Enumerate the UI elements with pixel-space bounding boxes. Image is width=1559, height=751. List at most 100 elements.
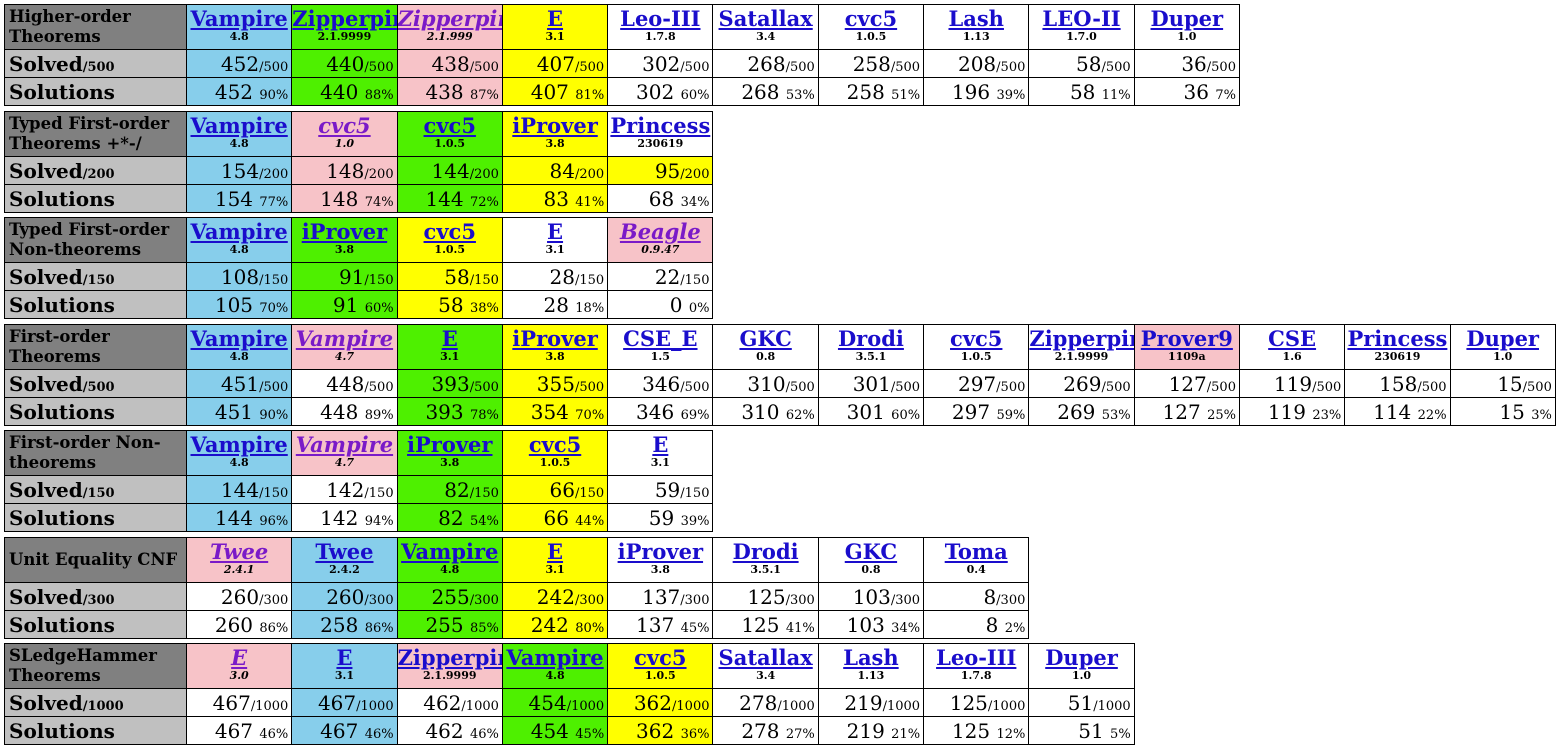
solved-cell: 407/500 <box>501 49 609 78</box>
system-link-vampire[interactable]: Vampire <box>190 6 288 31</box>
system-link-iprover[interactable]: iProver <box>617 539 704 564</box>
system-link-leo-iii[interactable]: Leo-III <box>936 645 1017 670</box>
system-version: 3.5.1 <box>750 563 781 576</box>
solved-denominator: /150 <box>364 485 394 501</box>
system-link-princess[interactable]: Princess <box>1347 326 1448 351</box>
solutions-cell: 82 54% <box>396 503 503 532</box>
solved-denominator: /200 <box>680 166 710 182</box>
system-link-iprover[interactable]: iProver <box>512 113 598 138</box>
system-link-vampire[interactable]: Vampire <box>295 432 394 457</box>
solutions-percent: 94% <box>364 513 394 529</box>
system-link-princess[interactable]: Princess <box>610 113 711 138</box>
solutions-percent: 86% <box>364 620 394 636</box>
system-link-lash[interactable]: Lash <box>843 645 899 670</box>
solutions-cell: 467 46% <box>185 716 293 745</box>
system-header-e: E 3.1 <box>291 643 398 689</box>
system-link-duper[interactable]: Duper <box>1150 6 1224 31</box>
solutions-percent: 60% <box>680 87 710 103</box>
solutions-value: 66 <box>543 505 569 530</box>
system-header-iprover: iProver 3.8 <box>291 217 398 263</box>
system-link-vampire[interactable]: Vampire <box>295 326 394 351</box>
system-link-beagle[interactable]: Beagle <box>619 219 701 244</box>
solved-cell: 219/1000 <box>817 688 925 717</box>
system-link-iprover[interactable]: iProver <box>407 432 493 457</box>
solutions-cell: 144 96% <box>185 503 293 532</box>
solutions-cell: 58 38% <box>396 290 503 319</box>
system-link-cvc5[interactable]: cvc5 <box>423 113 476 138</box>
system-link-vampire[interactable]: Vampire <box>190 113 288 138</box>
system-link-vampire[interactable]: Vampire <box>506 645 604 670</box>
system-link-e[interactable]: E <box>231 645 248 670</box>
system-link-drodi[interactable]: Drodi <box>837 326 904 351</box>
system-link-e[interactable]: E <box>547 539 564 564</box>
system-link-zipperpin[interactable]: Zipperpin <box>397 645 503 670</box>
results-table-unit-equality-cnf: Unit Equality CNF Twee 2.4.1 Twee 2.4.2 Vampi… <box>4 537 1030 639</box>
system-link-drodi[interactable]: Drodi <box>732 539 799 564</box>
solved-cell: 158/500 <box>1344 369 1451 398</box>
solutions-percent: 46% <box>364 726 394 742</box>
solved-value: 28 <box>549 264 575 289</box>
system-link-twee[interactable]: Twee <box>210 539 269 564</box>
system-link-cvc5[interactable]: cvc5 <box>950 326 1003 351</box>
system-link-duper[interactable]: Duper <box>1045 645 1118 670</box>
system-link-lash[interactable]: Lash <box>948 6 1004 31</box>
system-link-iprover[interactable]: iProver <box>301 219 388 244</box>
system-version: 3.4 <box>756 30 776 43</box>
system-link-cvc5[interactable]: cvc5 <box>634 645 687 670</box>
solved-denominator: /500 <box>469 59 499 75</box>
solved-value: 103 <box>852 584 891 609</box>
system-link-e[interactable]: E <box>547 6 564 31</box>
system-link-leo-iii[interactable]: Leo-III <box>620 6 701 31</box>
system-link-prover9[interactable]: Prover9 <box>1140 326 1233 351</box>
solutions-cell: 258 86% <box>291 610 398 639</box>
system-link-e[interactable]: E <box>336 645 353 670</box>
solved-cell: 103/300 <box>817 582 925 611</box>
system-link-e[interactable]: E <box>547 219 564 244</box>
system-link-cse-e[interactable]: CSE_E <box>623 326 698 351</box>
system-header-cvc5: cvc5 1.0.5 <box>501 430 609 476</box>
solutions-value: 137 <box>636 612 675 637</box>
system-link-cvc5[interactable]: cvc5 <box>528 432 582 457</box>
system-link-e[interactable]: E <box>652 432 669 457</box>
system-version: 1.6 <box>1282 350 1302 363</box>
system-link-duper[interactable]: Duper <box>1466 326 1539 351</box>
system-link-satallax[interactable]: Satallax <box>718 6 813 31</box>
system-link-vampire[interactable]: Vampire <box>190 432 288 457</box>
solved-cell: 448/500 <box>291 369 398 398</box>
system-link-zipperpin[interactable]: Zipperpin <box>1029 326 1135 351</box>
solutions-value: 114 <box>1373 399 1412 424</box>
system-link-vampire[interactable]: Vampire <box>401 539 499 564</box>
system-link-toma[interactable]: Toma <box>944 539 1008 564</box>
system-link-e[interactable]: E <box>441 326 458 351</box>
solutions-percent: 70% <box>259 300 289 316</box>
system-link-cvc5[interactable]: cvc5 <box>423 219 476 244</box>
system-link-twee[interactable]: Twee <box>315 539 374 564</box>
system-link-cvc5[interactable]: cvc5 <box>844 6 898 31</box>
solved-value: 260 <box>220 584 260 609</box>
solved-denominator: /500 <box>785 59 815 75</box>
system-link-vampire[interactable]: Vampire <box>190 326 288 351</box>
system-link-iprover[interactable]: iProver <box>512 326 598 351</box>
system-link-cvc5[interactable]: cvc5 <box>318 113 371 138</box>
solutions-percent: 96% <box>259 513 289 529</box>
system-link-satallax[interactable]: Satallax <box>718 645 813 670</box>
system-link-gkc[interactable]: GKC <box>739 326 792 351</box>
system-link-leo-ii[interactable]: LEO-II <box>1042 6 1121 31</box>
system-link-gkc[interactable]: GKC <box>844 539 898 564</box>
solved-cell: 258/500 <box>817 49 925 78</box>
solutions-value: 268 <box>741 79 780 104</box>
solved-value: 255 <box>431 584 470 609</box>
solved-row: Solved/300 260/300 260/300 255/300 242/300 13… <box>4 582 1030 611</box>
system-header-vampire: Vampire 4.8 <box>185 430 293 476</box>
system-link-cse[interactable]: CSE <box>1268 326 1317 351</box>
system-link-vampire[interactable]: Vampire <box>190 219 288 244</box>
system-version: 0.9.47 <box>641 243 680 256</box>
system-version: 4.8 <box>229 456 249 469</box>
solved-cell: 268/500 <box>712 49 819 78</box>
solved-value: 297 <box>957 371 997 396</box>
system-link-zipperpin[interactable]: Zipperpin <box>292 6 398 31</box>
system-link-zipperpin[interactable]: Zipperpin <box>397 6 503 31</box>
solutions-cell: 467 46% <box>291 716 398 745</box>
system-version: 3.8 <box>545 350 565 363</box>
solutions-cell: 28 18% <box>501 290 609 319</box>
